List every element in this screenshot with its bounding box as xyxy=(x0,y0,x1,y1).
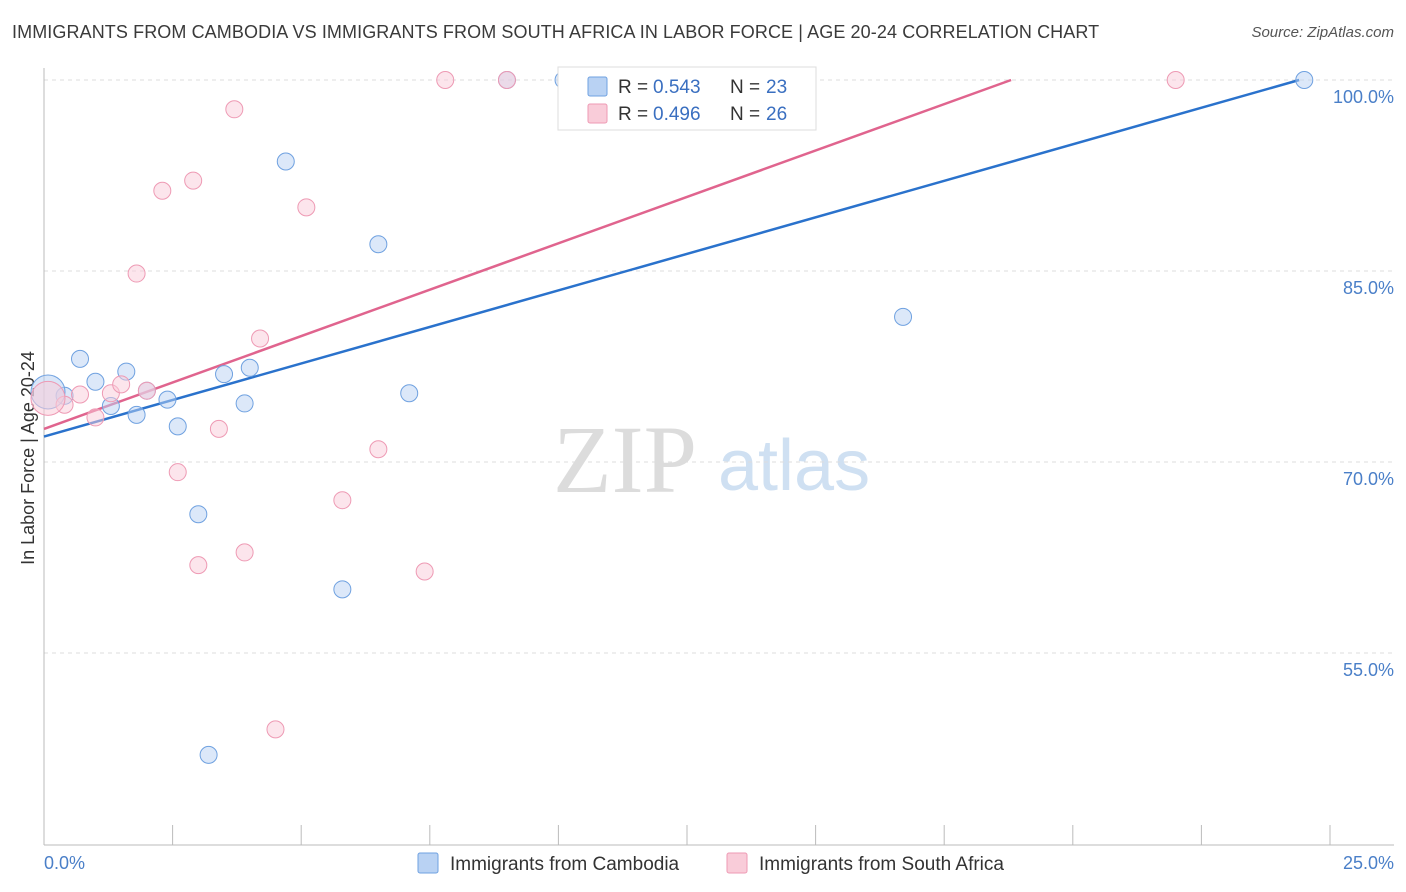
point-south-africa xyxy=(86,408,105,427)
trendline-south-africa xyxy=(43,78,1012,431)
x-tick-label-min: 0.0% xyxy=(44,853,85,873)
point-cambodia xyxy=(240,358,259,377)
axes xyxy=(43,68,1394,846)
watermark-atlas: atlas xyxy=(718,426,870,506)
point-cambodia xyxy=(235,394,254,413)
legend-swatch-cambodia xyxy=(587,76,608,97)
point-cambodia xyxy=(168,417,187,436)
point-cambodia xyxy=(71,349,90,368)
point-cambodia xyxy=(189,505,208,524)
data-points xyxy=(30,71,1314,764)
point-cambodia xyxy=(333,580,352,599)
y-tick-label: 85.0% xyxy=(1343,278,1394,298)
point-south-africa xyxy=(168,463,187,482)
legend-r-value-south-africa: 0.496 xyxy=(653,104,701,125)
legend-swatch-south-africa xyxy=(587,103,608,124)
point-south-africa xyxy=(225,100,244,119)
trendline-cambodia xyxy=(43,78,1300,438)
point-south-africa xyxy=(71,385,90,404)
legend-n-value-cambodia: 23 xyxy=(766,77,787,98)
point-cambodia xyxy=(276,152,295,171)
y-tick-label: 70.0% xyxy=(1343,469,1394,489)
point-south-africa xyxy=(184,171,203,190)
y-tick-label: 55.0% xyxy=(1343,660,1394,680)
chart-title: IMMIGRANTS FROM CAMBODIA VS IMMIGRANTS F… xyxy=(12,22,1100,42)
legend-n-label-south-africa: N = xyxy=(730,104,760,125)
point-south-africa xyxy=(153,181,172,200)
x-ticks xyxy=(172,825,1331,845)
legend-n-label-cambodia: N = xyxy=(730,77,760,98)
x-tick-label-max: 25.0% xyxy=(1343,853,1394,873)
legend-r-label-cambodia: R = xyxy=(618,77,648,98)
point-cambodia xyxy=(894,307,913,326)
legend-r-label-south-africa: R = xyxy=(618,104,648,125)
point-cambodia xyxy=(400,384,419,403)
point-south-africa xyxy=(333,491,352,510)
point-cambodia xyxy=(158,390,177,409)
point-cambodia xyxy=(215,365,234,384)
point-south-africa xyxy=(297,198,316,217)
bottom-legend-swatch-cambodia xyxy=(417,852,439,874)
point-cambodia xyxy=(127,405,146,424)
point-south-africa xyxy=(415,562,434,581)
point-south-africa xyxy=(1166,71,1185,89)
point-cambodia xyxy=(86,372,105,391)
point-south-africa xyxy=(189,556,208,575)
point-south-africa xyxy=(266,720,285,739)
source-label: Source: ZipAtlas.com xyxy=(1251,24,1394,41)
legend-r-value-cambodia: 0.543 xyxy=(653,77,701,98)
point-cambodia xyxy=(369,235,388,254)
trendlines xyxy=(43,78,1300,438)
point-south-africa xyxy=(112,375,131,394)
point-south-africa xyxy=(235,543,254,562)
watermark-zip: ZIP xyxy=(553,406,697,513)
point-south-africa xyxy=(137,381,156,400)
point-south-africa xyxy=(436,71,455,89)
legend-n-value-south-africa: 26 xyxy=(766,104,787,125)
point-cambodia xyxy=(199,745,218,764)
watermark: ZIP atlas xyxy=(553,406,870,513)
bottom-legend: Immigrants from Cambodia Immigrants from… xyxy=(417,852,1004,875)
bottom-legend-label-cambodia: Immigrants from Cambodia xyxy=(450,854,680,875)
y-tick-labels: 55.0% 70.0% 85.0% 100.0% xyxy=(1333,87,1394,680)
point-south-africa xyxy=(251,329,270,348)
bottom-legend-swatch-south-africa xyxy=(726,852,748,874)
point-south-africa xyxy=(497,71,516,89)
point-cambodia xyxy=(1295,71,1314,89)
legend: R = 0.543 N = 23 R = 0.496 N = 26 xyxy=(557,66,817,131)
y-tick-label: 100.0% xyxy=(1333,87,1394,107)
point-south-africa xyxy=(209,419,228,438)
bottom-legend-label-south-africa: Immigrants from South Africa xyxy=(759,854,1004,875)
point-south-africa xyxy=(127,264,146,283)
point-south-africa xyxy=(30,380,66,416)
point-south-africa xyxy=(369,440,388,459)
